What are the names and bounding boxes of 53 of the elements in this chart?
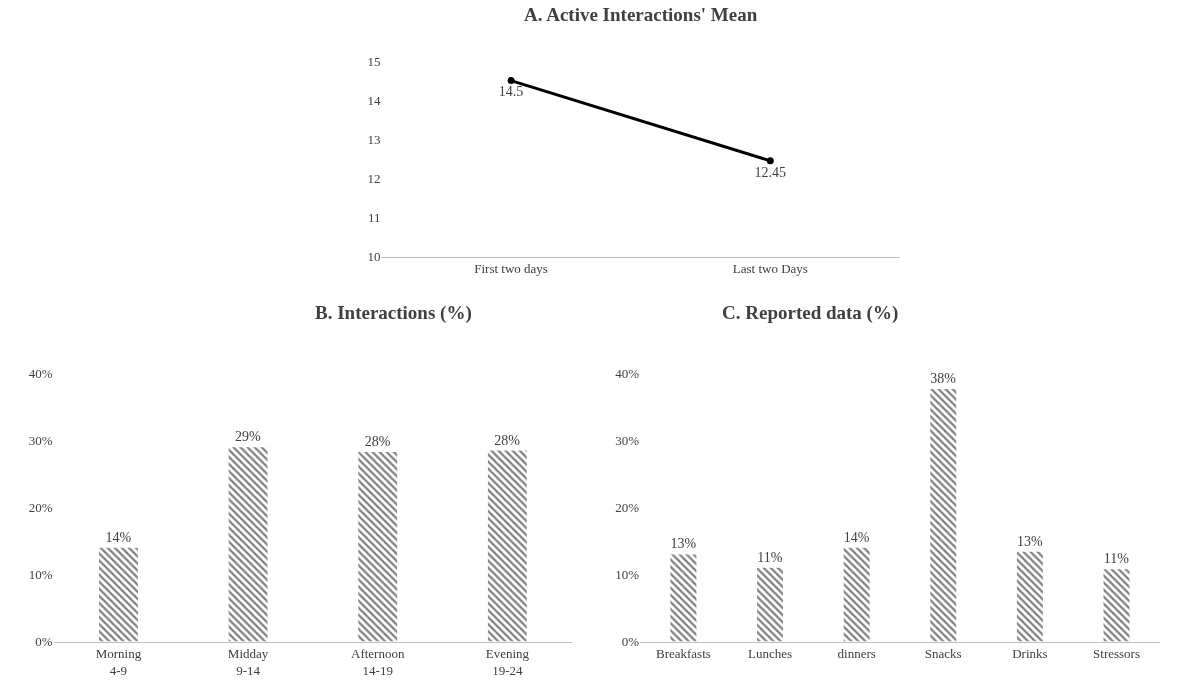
x-tick-label: Lunches <box>748 646 793 662</box>
y-tick-label: 10% <box>615 567 640 583</box>
y-tick-label: 20% <box>28 500 53 516</box>
y-tick-label: 0% <box>621 634 640 650</box>
data-label: 13% <box>670 536 697 552</box>
bar <box>757 567 784 642</box>
bar <box>1016 551 1043 642</box>
data-label: 11% <box>757 549 783 565</box>
x-tick-label: Evening 19-24 <box>485 646 530 678</box>
y-tick-label: 15 <box>367 53 381 69</box>
bar <box>487 450 527 642</box>
bar <box>930 388 957 642</box>
bar <box>99 547 138 642</box>
x-tick-label: dinners <box>837 646 876 662</box>
y-tick-label: 10% <box>28 567 53 583</box>
chart-title: A. Active Interactions' Mean <box>524 4 758 25</box>
data-label: 11% <box>1103 551 1130 567</box>
bar <box>228 447 268 642</box>
data-label: 28% <box>494 432 521 448</box>
bar <box>670 554 697 642</box>
x-tick-label: Morning 4-9 <box>95 646 142 678</box>
y-tick-label: 14 <box>367 92 381 108</box>
y-tick-label: 20% <box>615 500 640 516</box>
x-tick-label: Breakfasts <box>655 646 711 662</box>
chart-title: C. Reported data (%) <box>722 302 899 324</box>
bar <box>843 547 870 642</box>
data-label: 13% <box>1016 533 1043 549</box>
y-tick-label: 30% <box>615 433 640 449</box>
x-tick-label: Afternoon 14-19 <box>351 646 405 678</box>
y-tick-label: 40% <box>615 366 640 382</box>
data-label: 12.45 <box>754 164 787 180</box>
bar <box>1103 569 1130 642</box>
chart-title: B. Interactions (%) <box>315 302 472 324</box>
y-tick-label: 11 <box>367 210 381 226</box>
y-tick-label: 10 <box>367 249 381 265</box>
x-tick-label: Last two Days <box>732 261 808 277</box>
x-tick-label: Stressors <box>1093 646 1140 662</box>
data-label: 14.5 <box>498 84 524 100</box>
y-tick-label: 13 <box>367 131 381 147</box>
x-tick-label: First two days <box>474 261 548 277</box>
data-label: 14% <box>843 529 870 545</box>
data-label: 29% <box>235 429 262 445</box>
x-tick-label: Drinks <box>1012 646 1048 662</box>
y-tick-label: 40% <box>28 366 53 382</box>
data-label: 28% <box>364 433 391 449</box>
bar <box>358 451 398 642</box>
data-label: 38% <box>930 370 957 386</box>
y-tick-label: 12 <box>367 171 381 186</box>
data-label: 14% <box>105 529 132 545</box>
x-tick-label: Snacks <box>924 646 962 662</box>
x-tick-label: Midday 9-14 <box>227 646 269 678</box>
y-tick-label: 0% <box>35 634 53 650</box>
y-tick-label: 30% <box>28 433 53 449</box>
